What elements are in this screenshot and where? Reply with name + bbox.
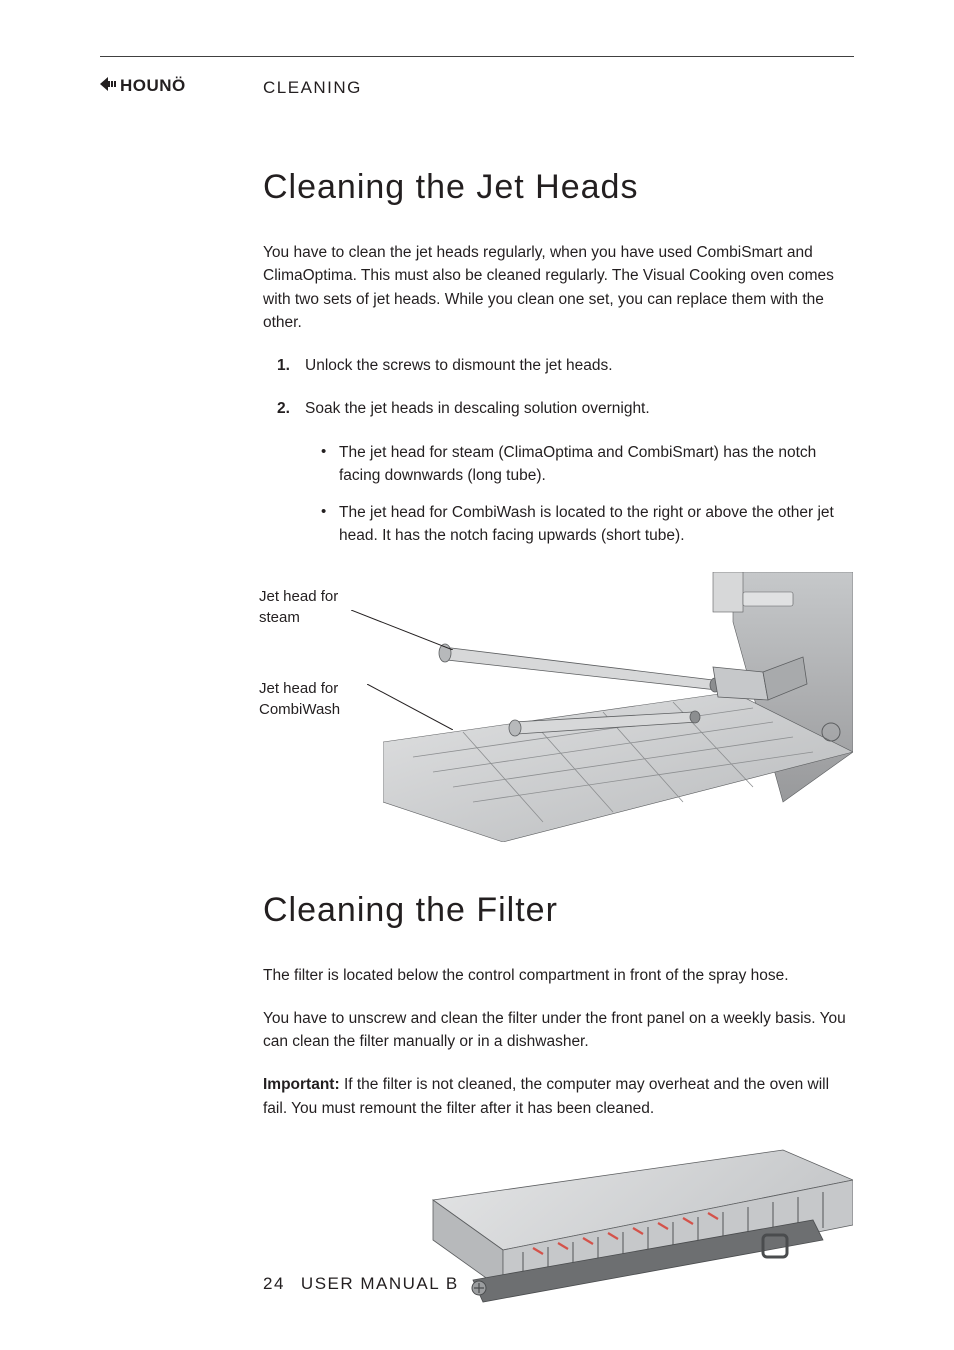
- jet-heads-illustration-icon: [383, 572, 853, 842]
- brand-logo: HOUNÖ: [100, 76, 186, 96]
- step-1: 1. Unlock the screws to dismount the jet…: [263, 354, 853, 377]
- step-number: 1.: [263, 354, 305, 377]
- bullet-steam: The jet head for steam (ClimaOptima and …: [317, 441, 853, 488]
- brand-name: HOUNÖ: [120, 76, 186, 96]
- filter-important: Important: If the filter is not cleaned,…: [263, 1073, 853, 1120]
- page-number: 24: [263, 1274, 285, 1293]
- important-label: Important:: [263, 1076, 340, 1093]
- content-area: Cleaning the Jet Heads You have to clean…: [263, 168, 853, 1325]
- figure-label-combiwash: Jet head for CombiWash: [259, 678, 369, 720]
- step-2: 2. Soak the jet heads in descaling solut…: [263, 397, 853, 420]
- heading-jet-heads: Cleaning the Jet Heads: [263, 168, 853, 207]
- step-text: Unlock the screws to dismount the jet he…: [305, 354, 853, 377]
- steps-list: 1. Unlock the screws to dismount the jet…: [263, 354, 853, 421]
- sub-bullets: The jet head for steam (ClimaOptima and …: [317, 441, 853, 548]
- logo-arrow-icon: [100, 76, 116, 96]
- heading-filter: Cleaning the Filter: [263, 891, 853, 930]
- important-text: If the filter is not cleaned, the comput…: [263, 1076, 829, 1116]
- filter-intro: The filter is located below the control …: [263, 964, 853, 987]
- intro-paragraph: You have to clean the jet heads regularl…: [263, 241, 853, 334]
- step-text: Soak the jet heads in descaling solution…: [305, 397, 853, 420]
- top-rule: [100, 56, 854, 57]
- figure-filter: [413, 1140, 853, 1325]
- footer-title: USER MANUAL B: [301, 1274, 459, 1293]
- bullet-combiwash: The jet head for CombiWash is located to…: [317, 501, 853, 548]
- page-footer: 24 USER MANUAL B: [263, 1274, 459, 1294]
- figure-label-steam: Jet head for steam: [259, 586, 369, 628]
- step-number: 2.: [263, 397, 305, 420]
- filter-illustration-icon: [413, 1140, 853, 1320]
- filter-weekly: You have to unscrew and clean the filter…: [263, 1007, 853, 1054]
- section-label: CLEANING: [263, 78, 362, 98]
- figure-jet-heads: Jet head for steam Jet head for CombiWas…: [263, 572, 853, 847]
